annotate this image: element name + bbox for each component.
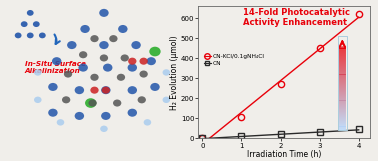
Circle shape — [127, 109, 137, 117]
Circle shape — [99, 41, 109, 49]
Circle shape — [64, 71, 72, 78]
Circle shape — [127, 86, 137, 94]
Circle shape — [48, 83, 58, 91]
Circle shape — [139, 58, 148, 65]
Circle shape — [34, 69, 42, 76]
Text: In-Situ Surface
Alkalinization: In-Situ Surface Alkalinization — [25, 61, 85, 74]
Circle shape — [121, 54, 129, 62]
Circle shape — [113, 99, 121, 107]
Circle shape — [88, 99, 97, 107]
Circle shape — [34, 97, 42, 103]
Circle shape — [90, 35, 99, 42]
Circle shape — [117, 74, 125, 81]
Circle shape — [149, 47, 161, 56]
Circle shape — [74, 112, 84, 120]
Circle shape — [144, 119, 151, 126]
Circle shape — [62, 96, 70, 103]
Circle shape — [79, 51, 87, 58]
Circle shape — [132, 41, 141, 49]
Circle shape — [79, 64, 88, 72]
Circle shape — [127, 64, 137, 72]
Circle shape — [52, 57, 61, 65]
Circle shape — [118, 25, 127, 33]
Circle shape — [109, 35, 118, 42]
Circle shape — [101, 86, 110, 94]
Circle shape — [100, 126, 108, 132]
Y-axis label: H₂ Evolution (μmol): H₂ Evolution (μmol) — [170, 35, 180, 110]
Circle shape — [80, 25, 90, 33]
Circle shape — [101, 112, 110, 120]
Circle shape — [128, 58, 136, 65]
Circle shape — [15, 33, 22, 38]
Circle shape — [21, 21, 28, 27]
Circle shape — [57, 119, 64, 126]
Circle shape — [85, 98, 96, 108]
Circle shape — [90, 87, 99, 94]
Circle shape — [33, 21, 40, 27]
Circle shape — [27, 33, 34, 38]
Circle shape — [139, 71, 148, 78]
Circle shape — [103, 64, 112, 72]
Circle shape — [48, 109, 58, 117]
Circle shape — [90, 74, 99, 81]
Circle shape — [147, 57, 156, 65]
X-axis label: Irradiation Time (h): Irradiation Time (h) — [247, 150, 322, 159]
Circle shape — [39, 33, 46, 38]
Legend: CN-KCl/0.1gNH₄Cl, CN: CN-KCl/0.1gNH₄Cl, CN — [201, 52, 267, 68]
Circle shape — [99, 9, 109, 17]
Circle shape — [67, 41, 76, 49]
Text: 14-Fold Photocatalytic
Activity Enhancement: 14-Fold Photocatalytic Activity Enhancem… — [243, 8, 350, 27]
Bar — [338, 36, 347, 130]
Circle shape — [163, 69, 170, 76]
Circle shape — [138, 96, 146, 103]
Circle shape — [163, 97, 170, 103]
Circle shape — [74, 86, 84, 94]
Circle shape — [102, 87, 110, 94]
Circle shape — [100, 54, 108, 62]
Circle shape — [27, 10, 34, 16]
FancyArrowPatch shape — [54, 34, 60, 44]
Circle shape — [150, 83, 160, 91]
